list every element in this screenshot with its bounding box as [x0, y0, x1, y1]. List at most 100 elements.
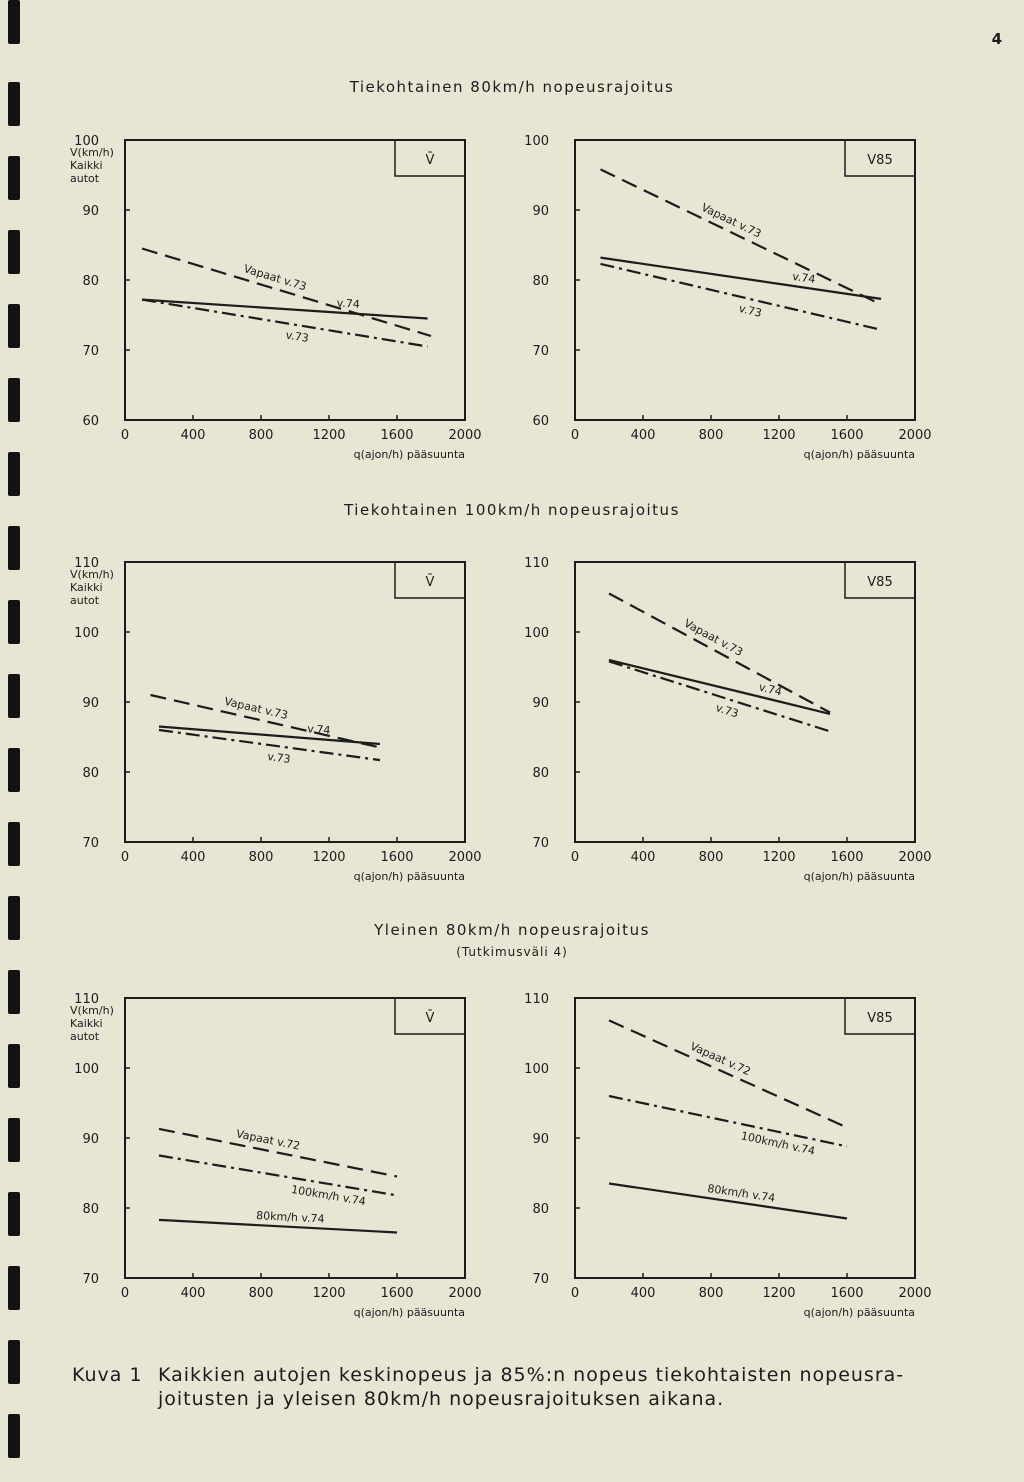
panel-label: V85 — [867, 1011, 892, 1026]
x-tick-label: 1600 — [830, 1286, 863, 1301]
x-axis-label: q(ajon/h) pääsuunta — [804, 870, 915, 883]
binding-hole — [8, 1118, 20, 1162]
series-label: Vapaat v.72 — [688, 1040, 752, 1078]
plot-frame — [574, 561, 916, 843]
y-tick-label: 80 — [532, 1202, 549, 1217]
y-axis-label: autot — [70, 1030, 100, 1043]
y-tick-label: 90 — [82, 1132, 99, 1147]
binding-hole — [8, 230, 20, 274]
panel-label-box — [394, 997, 466, 1035]
page-number: 4 — [991, 30, 1002, 48]
section-title-2: Tiekohtainen 100km/h nopeusrajoitus — [344, 501, 680, 519]
y-tick-label: 100 — [524, 626, 549, 641]
caption-line-1: Kaikkien autojen keskinopeus ja 85%:n no… — [158, 1364, 905, 1386]
x-axis-label: q(ajon/h) pääsuunta — [804, 448, 915, 461]
series-line — [600, 262, 878, 331]
y-tick-label: 80 — [82, 274, 99, 289]
panel-label: V̄ — [426, 575, 435, 590]
series-line — [141, 298, 428, 348]
x-tick-label: 400 — [631, 428, 656, 443]
y-tick-label: 90 — [82, 696, 99, 711]
binding-hole — [8, 1266, 20, 1310]
binding-hole — [8, 748, 20, 792]
series-label: Vapaat v.72 — [235, 1127, 301, 1152]
y-axis-label: V(km/h) — [70, 568, 114, 581]
x-tick-label: 0 — [121, 428, 129, 443]
y-tick-label: 100 — [74, 1062, 99, 1077]
series-line — [608, 1019, 848, 1129]
binding-hole — [8, 452, 20, 496]
series-line — [158, 725, 381, 746]
binding-holes — [8, 0, 24, 1482]
x-tick-label: 400 — [181, 1286, 206, 1301]
x-tick-label: 400 — [181, 428, 206, 443]
series-line — [158, 1154, 398, 1197]
panel-label-box — [844, 561, 916, 599]
x-tick-label: 800 — [699, 850, 724, 865]
x-axis-label: q(ajon/h) pääsuunta — [354, 448, 465, 461]
y-tick-label: 100 — [74, 134, 99, 149]
y-tick-label: 70 — [532, 344, 549, 359]
x-tick-label: 400 — [631, 850, 656, 865]
x-tick-label: 800 — [699, 1286, 724, 1301]
series-line — [608, 1094, 848, 1148]
chart-panel-4: V85 70 80 90 100 110 0 400 800 1200 1600 2000 q(ajon… — [524, 556, 931, 883]
chart-panel-3: V̄ 70 80 90 100 110 0 400 800 1200 1600 2000 V(km/h)… — [70, 556, 482, 883]
y-tick-label: 110 — [524, 992, 549, 1007]
x-tick-label: 1600 — [380, 850, 413, 865]
caption-label: Kuva 1 — [72, 1364, 143, 1386]
binding-hole — [8, 1340, 20, 1384]
series-line — [608, 1182, 848, 1220]
series-line — [600, 256, 882, 300]
binding-hole — [8, 822, 20, 866]
series-label: v.73 — [714, 701, 740, 720]
y-tick-label: 70 — [82, 344, 99, 359]
x-tick-label: 2000 — [898, 1286, 931, 1301]
panel-label-box — [394, 139, 466, 177]
y-axis-label: autot — [70, 172, 100, 185]
x-tick-label: 1600 — [830, 850, 863, 865]
section-title-1: Tiekohtainen 80km/h nopeusrajoitus — [349, 78, 675, 96]
series-label: 100km/h v.74 — [290, 1183, 367, 1208]
series-line — [158, 1218, 398, 1234]
y-tick-label: 80 — [82, 1202, 99, 1217]
chart-panel-2: V85 60 70 80 90 100 0 400 800 1200 1600 2000 q(ajon/… — [524, 134, 931, 461]
y-tick-label: 80 — [532, 766, 549, 781]
y-tick-label: 70 — [82, 1272, 99, 1287]
panel-label: V̄ — [426, 153, 435, 168]
series-line — [141, 247, 432, 338]
y-tick-label: 60 — [532, 414, 549, 429]
y-axis-label: autot — [70, 594, 100, 607]
binding-hole — [8, 600, 20, 644]
x-tick-label: 1600 — [380, 428, 413, 443]
panel-label-box — [844, 997, 916, 1035]
series-label: v.73 — [285, 328, 310, 345]
series-line — [158, 1127, 398, 1178]
x-tick-label: 2000 — [898, 428, 931, 443]
x-tick-label: 800 — [249, 1286, 274, 1301]
series-line — [608, 592, 831, 714]
binding-hole — [8, 1192, 20, 1236]
binding-hole — [8, 674, 20, 718]
x-tick-label: 0 — [121, 850, 129, 865]
x-tick-label: 800 — [699, 428, 724, 443]
x-axis-label: q(ajon/h) pääsuunta — [354, 1306, 465, 1319]
y-tick-label: 110 — [74, 556, 99, 571]
x-tick-label: 2000 — [898, 850, 931, 865]
binding-hole — [8, 1044, 20, 1088]
y-axis-label: Kaikki — [70, 159, 103, 172]
section-title-3: Yleinen 80km/h nopeusrajoitus — [374, 921, 650, 939]
x-tick-label: 2000 — [448, 428, 481, 443]
x-tick-label: 2000 — [448, 1286, 481, 1301]
y-tick-label: 90 — [532, 204, 549, 219]
panel-label-box — [844, 139, 916, 177]
series-label: 100km/h v.74 — [740, 1129, 816, 1157]
binding-hole — [8, 970, 20, 1014]
section-subtitle-3: (Tutkimusväli 4) — [456, 945, 568, 959]
series-line — [600, 168, 882, 306]
x-tick-label: 1600 — [830, 428, 863, 443]
figure-caption: Kuva 1 Kaikkien autojen keskinopeus ja 85… — [72, 1363, 972, 1411]
series-label: v.73 — [738, 302, 764, 320]
y-tick-label: 90 — [82, 204, 99, 219]
series-label: v.74 — [336, 296, 360, 311]
